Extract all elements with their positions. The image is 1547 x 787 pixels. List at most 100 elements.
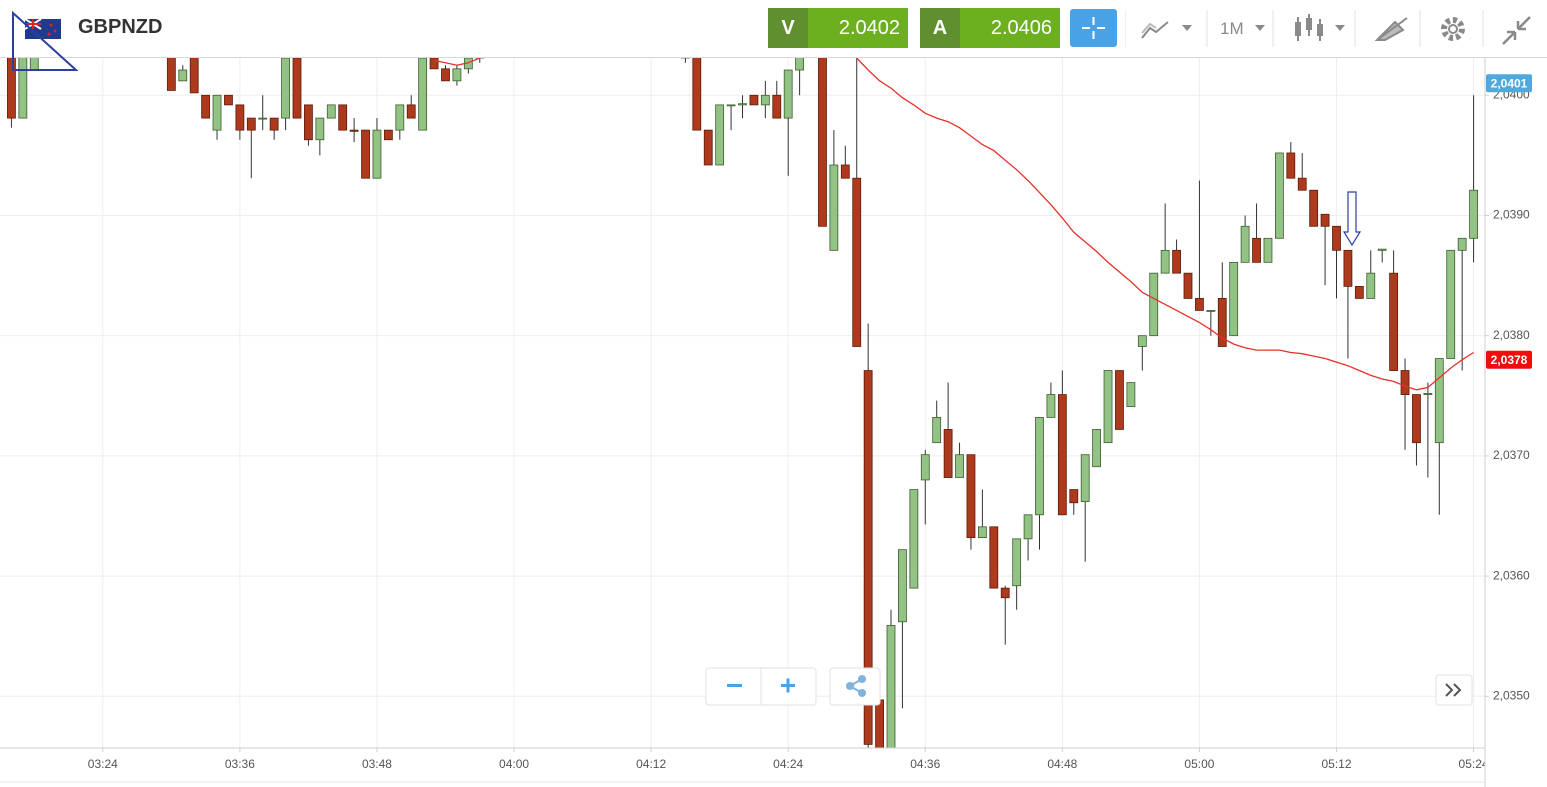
x-tick-label: 05:00 xyxy=(1184,757,1214,771)
candle-body xyxy=(1434,358,1444,444)
candle-body xyxy=(1023,514,1033,540)
x-axis: 03:24 03:36 03:48 04:00 04:12 04:24 04:36 04:48… xyxy=(88,748,1489,771)
candle-body xyxy=(338,104,348,131)
candle-body xyxy=(726,104,736,107)
moving-average-line xyxy=(433,58,1474,391)
candle-body xyxy=(1343,249,1353,287)
x-tick-label: 05:12 xyxy=(1321,757,1351,771)
candle-body xyxy=(1126,382,1136,408)
candle-body xyxy=(1457,237,1467,251)
candle-body xyxy=(1149,272,1159,337)
toolbar-icons xyxy=(1125,10,1531,47)
candle-body xyxy=(1354,285,1364,299)
candle-body xyxy=(795,58,805,71)
price-marker-label: 2,0378 xyxy=(1491,353,1528,367)
candle-body xyxy=(749,94,759,106)
candle-body xyxy=(1229,261,1239,337)
x-tick-label: 04:00 xyxy=(499,757,529,771)
candle-body xyxy=(943,429,953,478)
zoom-out[interactable] xyxy=(727,684,742,687)
timeframe-button[interactable]: 1M xyxy=(1220,19,1244,38)
candle-body xyxy=(920,454,930,481)
candle-body xyxy=(1274,152,1284,239)
x-tick-label: 05:24 xyxy=(1459,757,1489,771)
zoom-in[interactable] xyxy=(781,678,795,693)
candle-body xyxy=(783,69,793,119)
candle-body xyxy=(372,129,382,179)
x-tick-label: 04:24 xyxy=(773,757,803,771)
candle-body xyxy=(315,117,325,141)
candle-body xyxy=(898,549,907,623)
candle-body xyxy=(429,58,439,70)
x-tick-label: 03:24 xyxy=(88,757,118,771)
candle-body xyxy=(224,94,233,106)
candle-body xyxy=(1217,298,1227,347)
candle-body xyxy=(1080,454,1090,502)
candle-body xyxy=(1092,429,1102,468)
candle-body xyxy=(1000,587,1010,599)
toolbar: GBPNZD V 2.0402 A 2.0406 1M xyxy=(0,0,1547,58)
candle-body xyxy=(1263,237,1273,263)
candle-body xyxy=(1069,489,1079,504)
scroll-right-button[interactable] xyxy=(1435,674,1473,706)
candle-body xyxy=(258,117,268,120)
candle-body xyxy=(852,177,862,347)
candle-body xyxy=(1206,310,1216,312)
candle-body xyxy=(932,417,942,444)
candle-body xyxy=(977,526,987,539)
candle-body xyxy=(326,104,336,119)
candle-body xyxy=(692,58,702,131)
x-tick-label: 03:48 xyxy=(362,757,392,771)
share-button[interactable] xyxy=(829,667,881,706)
y-tick-label: 2,0370 xyxy=(1493,448,1530,462)
candle-body xyxy=(212,94,222,131)
x-tick-label: 04:36 xyxy=(910,757,940,771)
candle-body xyxy=(1115,370,1124,430)
candle-body xyxy=(406,104,416,119)
candle-body xyxy=(1160,249,1170,274)
candle-body xyxy=(1469,189,1478,239)
candle-body xyxy=(441,68,450,82)
candle-body xyxy=(304,104,313,141)
drawn-triangle[interactable] xyxy=(12,10,79,71)
drawn-arrow[interactable] xyxy=(1342,191,1362,247)
flag-icon xyxy=(25,19,61,39)
crosshair-button[interactable] xyxy=(1070,9,1117,47)
candle-body xyxy=(18,58,28,119)
candle-body xyxy=(1252,237,1261,263)
candle-body xyxy=(281,58,290,119)
candle-body xyxy=(886,624,896,748)
sell-button[interactable]: V 2.0402 xyxy=(768,8,908,48)
candle-body xyxy=(7,58,16,119)
candle-body xyxy=(1012,538,1022,587)
x-tick-label: 04:12 xyxy=(636,757,666,771)
candle-body xyxy=(909,489,919,589)
candle-body xyxy=(989,526,999,589)
candle-body xyxy=(863,370,873,745)
candle-body xyxy=(1172,249,1181,274)
candle-body xyxy=(383,129,393,141)
grid xyxy=(0,58,1485,748)
candle-body xyxy=(1046,394,1056,418)
buy-price: 2.0406 xyxy=(960,8,1060,48)
y-tick-label: 2,0390 xyxy=(1493,208,1530,222)
candle-body xyxy=(738,103,747,106)
candle-body xyxy=(966,454,976,539)
buy-button[interactable]: A 2.0406 xyxy=(920,8,1060,48)
candle-body xyxy=(772,94,782,119)
candle-body xyxy=(418,58,428,131)
symbol: GBPNZD xyxy=(78,16,163,38)
sell-price: 2.0402 xyxy=(808,8,908,48)
candle-body xyxy=(829,164,839,251)
candle-body xyxy=(1035,417,1044,516)
candle-body xyxy=(1137,335,1147,347)
candle-body xyxy=(1320,213,1330,227)
y-tick-label: 2,0360 xyxy=(1493,568,1530,582)
candle-body xyxy=(818,58,827,227)
candle-body xyxy=(452,68,462,82)
candle-body xyxy=(1103,370,1113,444)
price-marker-label: 2,0401 xyxy=(1491,76,1528,90)
candle-body xyxy=(840,164,850,179)
